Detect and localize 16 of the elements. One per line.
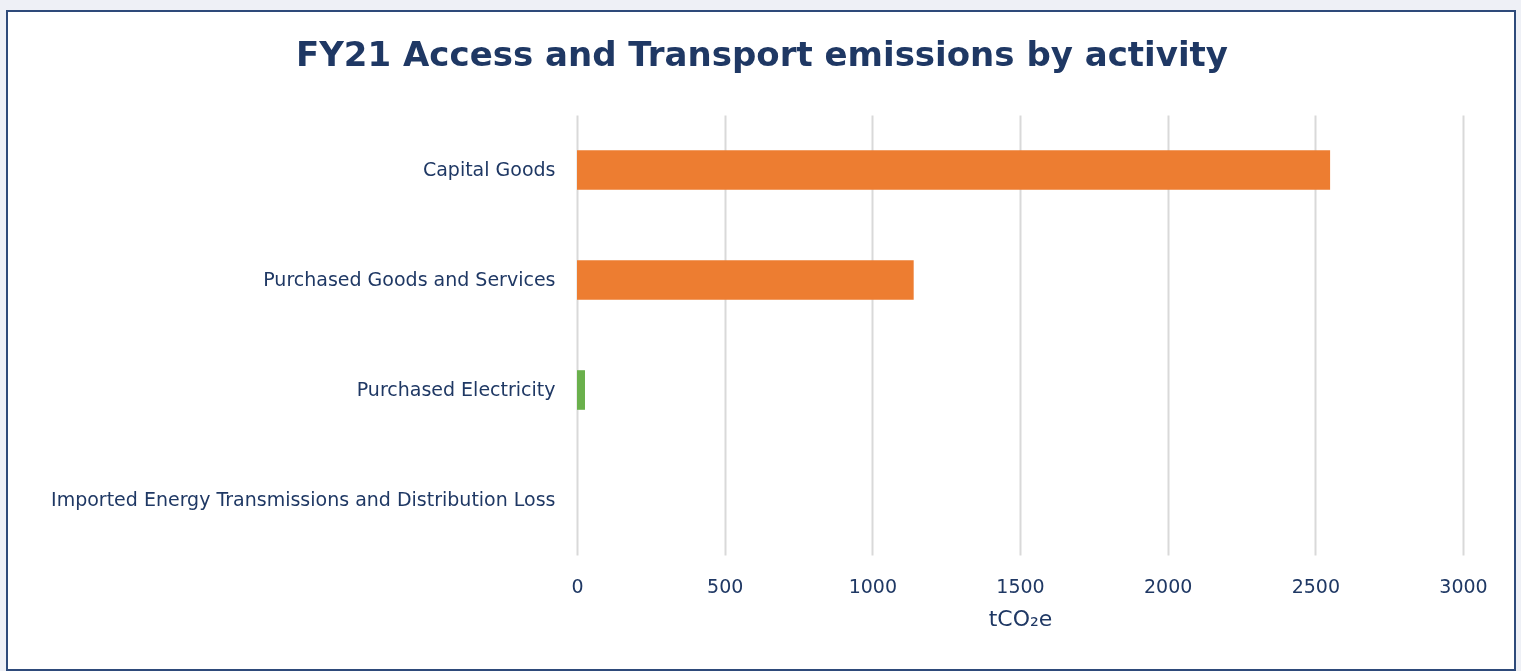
y-tick-label: Purchased Goods and Services — [263, 268, 556, 290]
x-tick-label: 3000 — [1439, 574, 1488, 597]
bar — [577, 370, 585, 410]
bar — [577, 260, 914, 300]
x-tick-label: 2000 — [1143, 574, 1193, 597]
x-tick-label: 0 — [571, 574, 584, 597]
y-tick-label: Imported Energy Transmissions and Distribution Loss — [51, 488, 556, 510]
x-axis-title: tCO₂e — [988, 605, 1053, 631]
bar — [577, 150, 1331, 190]
y-tick-label: Purchased Electricity — [356, 378, 556, 400]
chart-title: FY21 Access and Transport emissions by activity — [296, 34, 1228, 74]
x-tick-label: 1500 — [996, 574, 1045, 597]
x-tick-label: 2500 — [1291, 574, 1341, 597]
x-tick-label: 500 — [707, 574, 744, 597]
x-tick-label: 1000 — [848, 574, 898, 597]
y-tick-label: Capital Goods — [422, 158, 556, 180]
